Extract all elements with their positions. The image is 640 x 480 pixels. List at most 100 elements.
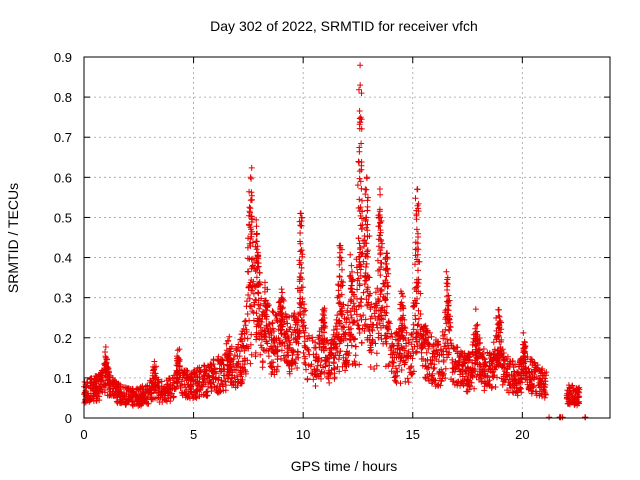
data-point xyxy=(260,346,267,353)
data-point xyxy=(372,340,379,347)
data-point xyxy=(403,343,410,349)
data-point xyxy=(412,316,419,323)
data-point xyxy=(196,374,203,381)
data-point xyxy=(521,338,528,345)
data-points xyxy=(81,62,589,421)
data-point xyxy=(542,391,549,398)
data-point xyxy=(371,304,378,311)
data-point xyxy=(447,337,454,344)
data-point xyxy=(274,363,281,370)
data-point xyxy=(125,386,132,392)
data-point xyxy=(139,392,146,399)
data-point xyxy=(348,262,355,269)
data-point xyxy=(459,370,466,377)
data-point xyxy=(199,383,206,390)
data-point xyxy=(377,191,384,198)
data-point xyxy=(440,358,447,365)
data-point xyxy=(277,311,284,318)
data-point xyxy=(431,364,438,371)
data-point xyxy=(425,345,432,352)
data-point xyxy=(259,359,266,366)
data-point xyxy=(384,325,391,332)
data-point xyxy=(483,363,489,370)
data-point xyxy=(446,316,453,323)
data-point xyxy=(471,366,478,373)
y-tick-label: 0.5 xyxy=(54,210,72,225)
data-point xyxy=(373,350,380,357)
data-point xyxy=(363,277,370,284)
data-point xyxy=(175,354,182,361)
data-point xyxy=(285,362,292,369)
data-point xyxy=(511,376,518,383)
data-point xyxy=(396,362,403,369)
data-point xyxy=(368,321,374,328)
data-point xyxy=(397,335,404,342)
data-point xyxy=(521,356,528,363)
data-point xyxy=(546,414,553,421)
data-point xyxy=(407,369,414,376)
data-point xyxy=(524,381,531,388)
data-point xyxy=(197,386,204,393)
data-point xyxy=(342,367,349,374)
data-point xyxy=(254,230,261,237)
data-point xyxy=(402,378,409,385)
data-point xyxy=(495,320,502,327)
data-point xyxy=(414,348,420,355)
data-point xyxy=(492,384,499,390)
data-point xyxy=(262,302,269,309)
data-point xyxy=(349,289,356,296)
data-point xyxy=(388,368,395,375)
data-point xyxy=(467,382,473,389)
data-point xyxy=(369,339,376,346)
data-point xyxy=(416,315,422,322)
data-point xyxy=(382,338,389,345)
y-tick-label: 0.1 xyxy=(54,371,72,386)
data-point xyxy=(277,341,284,347)
data-point xyxy=(82,389,89,396)
data-point xyxy=(364,247,371,254)
data-point xyxy=(347,272,354,279)
data-point xyxy=(250,309,257,316)
data-point xyxy=(504,365,511,372)
data-point xyxy=(248,164,255,171)
data-point xyxy=(254,282,261,289)
data-point xyxy=(241,318,248,325)
data-point xyxy=(397,380,404,387)
data-point xyxy=(474,361,481,368)
data-point xyxy=(336,249,343,256)
data-point xyxy=(238,331,245,338)
data-point xyxy=(356,148,363,155)
data-point xyxy=(481,356,488,363)
data-point xyxy=(396,350,403,357)
data-point xyxy=(336,274,343,280)
data-point xyxy=(103,369,110,376)
data-point xyxy=(362,218,369,224)
data-point xyxy=(385,270,392,277)
data-point xyxy=(349,276,356,283)
data-point xyxy=(490,368,497,375)
data-point xyxy=(357,222,364,229)
data-point xyxy=(408,332,415,338)
data-point xyxy=(302,344,309,351)
data-point xyxy=(354,286,361,293)
data-point xyxy=(278,312,285,319)
data-point xyxy=(502,357,508,363)
data-point xyxy=(507,382,514,389)
data-point xyxy=(445,307,452,314)
data-point xyxy=(356,208,363,214)
data-point xyxy=(253,223,260,230)
data-point xyxy=(347,251,354,258)
data-point xyxy=(248,287,255,294)
data-point xyxy=(274,318,281,325)
data-point xyxy=(520,347,527,354)
data-point xyxy=(530,383,537,389)
data-point xyxy=(237,348,243,355)
data-point xyxy=(238,378,245,385)
data-point xyxy=(298,210,304,217)
data-point xyxy=(364,286,370,293)
data-point xyxy=(431,353,438,360)
data-point xyxy=(301,342,308,349)
data-point xyxy=(397,333,404,340)
data-point xyxy=(348,314,355,321)
